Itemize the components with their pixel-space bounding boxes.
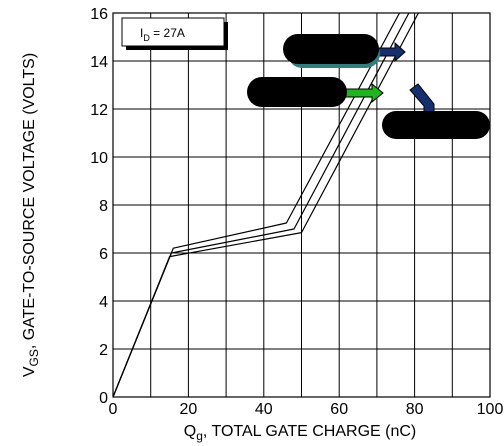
grid: [113, 13, 490, 397]
y-tick-label: 14: [90, 54, 108, 71]
x-tick-label: 20: [180, 401, 198, 418]
x-tick-label: 80: [406, 401, 424, 418]
x-tick-label: 60: [330, 401, 348, 418]
callout-1-box: [283, 34, 379, 64]
series-lines: [112, 12, 419, 398]
y-tick-label: 0: [99, 390, 108, 407]
callout-2-box: [247, 77, 347, 107]
callout-1: [283, 34, 406, 68]
callout-2: [247, 77, 384, 107]
y-tick-label: 2: [99, 342, 108, 359]
y-tick-label: 16: [90, 6, 108, 23]
series-line: [112, 12, 419, 398]
y-tick-label: 8: [99, 198, 108, 215]
x-tick-label: 40: [255, 401, 273, 418]
annotation-text: ID = 27A: [140, 26, 185, 43]
callout-3-box: [382, 111, 490, 139]
x-axis-label: Qg, TOTAL GATE CHARGE (nC): [184, 423, 417, 443]
callout-3: [382, 83, 490, 139]
y-tick-label: 10: [90, 150, 108, 167]
x-tick-labels: 0 20 40 60 80 100: [109, 401, 504, 418]
x-tick-label: 100: [477, 401, 504, 418]
x-tick-label: 0: [109, 401, 118, 418]
current-annotation: ID = 27A: [121, 17, 228, 50]
y-tick-label: 4: [99, 294, 108, 311]
y-tick-labels: 0 2 4 6 8 10 12 14 16: [90, 6, 108, 407]
y-axis-label: VGS, GATE-TO-SOURCE VOLTAGE (VOLTS): [21, 53, 41, 377]
y-tick-label: 6: [99, 246, 108, 263]
y-tick-label: 12: [90, 102, 108, 119]
